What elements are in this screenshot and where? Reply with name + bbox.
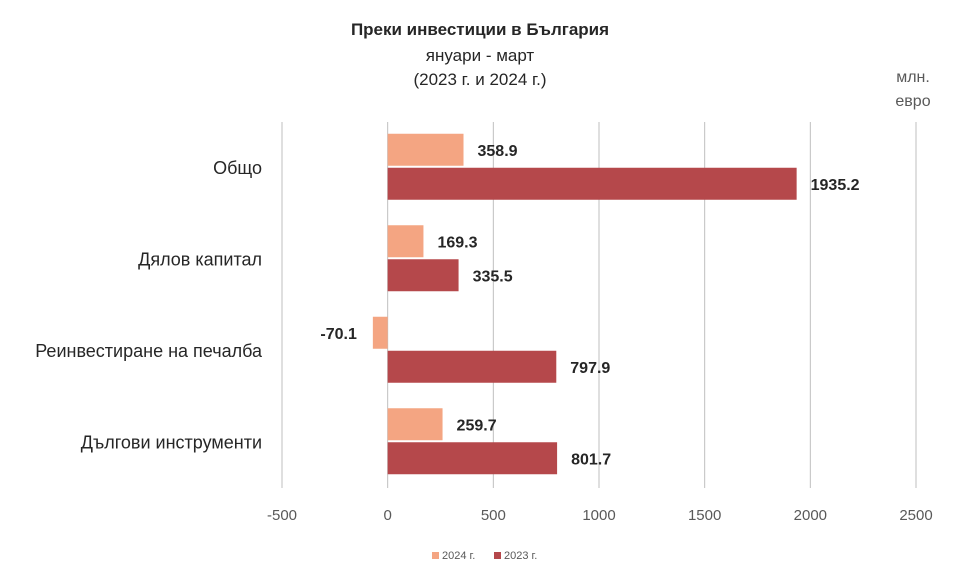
data-label: 1935.2 — [811, 177, 860, 194]
chart-subtitle-years: (2023 г. и 2024 г.) — [413, 70, 547, 89]
x-tick-label: 500 — [481, 507, 506, 524]
bar-2024 — [372, 316, 388, 349]
data-label: 335.5 — [473, 268, 513, 285]
data-label: 169.3 — [437, 234, 477, 251]
x-tick-label: 1000 — [582, 507, 615, 524]
bar-2024 — [387, 133, 464, 166]
data-label: -70.1 — [320, 326, 357, 343]
bar-2023 — [387, 350, 557, 383]
category-label: Реинвестиране на печалба — [35, 341, 263, 361]
chart-subtitle-period: януари - март — [425, 46, 535, 65]
data-label: 801.7 — [571, 451, 611, 468]
bar-2023 — [387, 167, 797, 200]
data-label: 358.9 — [478, 143, 518, 160]
bar-2024 — [387, 225, 424, 258]
data-label: 797.9 — [570, 360, 610, 377]
category-label: Дългови инструменти — [81, 432, 262, 452]
x-tick-label: 2000 — [794, 507, 827, 524]
legend-swatch — [432, 552, 439, 559]
x-tick-label: 1500 — [688, 507, 721, 524]
x-tick-label: 0 — [383, 507, 391, 524]
legend-label: 2024 г. — [442, 550, 475, 562]
bar-2024 — [387, 408, 443, 441]
category-label: Дялов капитал — [138, 249, 262, 269]
unit-label: млн. евро — [895, 69, 931, 110]
x-tick-label: 2500 — [899, 507, 932, 524]
legend-label: 2023 г. — [504, 550, 537, 562]
x-tick-label: -500 — [267, 507, 297, 524]
category-label: Общо — [213, 158, 262, 178]
chart-title: Преки инвестиции в България — [350, 20, 610, 39]
bar-2023 — [387, 259, 459, 292]
data-label: 259.7 — [457, 417, 497, 434]
bar-2023 — [387, 442, 558, 475]
legend-swatch — [494, 552, 501, 559]
